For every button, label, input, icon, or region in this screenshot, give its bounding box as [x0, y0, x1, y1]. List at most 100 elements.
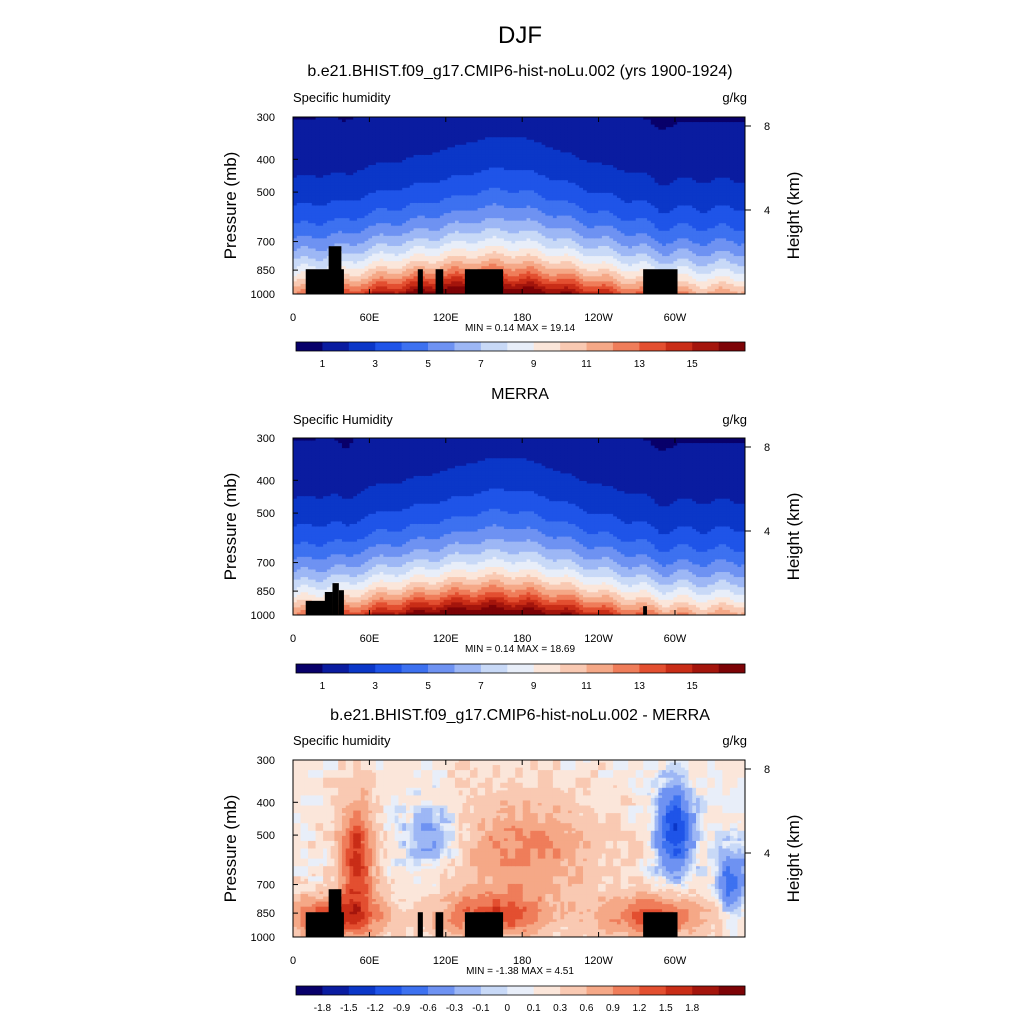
contour-cell — [470, 218, 475, 222]
contour-cell — [338, 228, 343, 232]
contour-cell — [545, 132, 550, 136]
contour-cell — [424, 124, 430, 128]
contour-cell — [394, 218, 400, 222]
contour-cell — [315, 124, 320, 128]
contour-cell — [293, 127, 298, 131]
contour-cell — [413, 154, 418, 159]
contour-cell — [503, 162, 509, 166]
contour-cell — [447, 187, 452, 191]
contour-cell — [496, 213, 501, 217]
contour-cell — [390, 119, 396, 123]
contour-cell — [326, 144, 332, 148]
contour-cell — [458, 197, 464, 202]
contour-cell — [413, 273, 418, 277]
contour-cell — [443, 220, 449, 224]
contour-cell — [334, 127, 339, 131]
contour-cell — [293, 225, 298, 229]
contour-cell — [387, 213, 392, 217]
contour-cell — [417, 192, 422, 196]
contour-cell — [519, 134, 524, 138]
contour-cell — [443, 225, 449, 229]
contour-cell — [473, 208, 479, 212]
contour-cell — [360, 142, 366, 146]
contour-cell — [470, 152, 475, 156]
contour-cell — [485, 202, 490, 207]
contour-cell — [515, 251, 520, 255]
contour-cell — [304, 144, 309, 148]
contour-cell — [330, 180, 336, 184]
contour-cell — [541, 225, 546, 229]
contour-cell — [379, 283, 384, 288]
contour-cell — [349, 149, 354, 153]
contour-cell — [522, 167, 528, 171]
contour-cell — [500, 134, 505, 138]
contour-cell — [458, 233, 464, 237]
contour-cell — [481, 190, 486, 194]
contour-cell — [334, 208, 339, 212]
contour-cell — [338, 215, 343, 219]
contour-cell — [481, 124, 486, 128]
contour-cell — [511, 248, 516, 252]
contour-cell — [353, 124, 358, 128]
contour-cell — [436, 170, 441, 174]
contour-cell — [515, 162, 520, 166]
contour-cell — [519, 185, 524, 189]
contour-cell — [345, 256, 351, 260]
contour-cell — [481, 256, 486, 260]
contour-cell — [458, 258, 464, 262]
contour-cell — [372, 225, 377, 229]
contour-cell — [473, 215, 479, 219]
contour-cell — [368, 200, 373, 204]
contour-cell — [406, 261, 411, 265]
contour-cell — [485, 195, 490, 199]
contour-cell — [360, 208, 366, 212]
contour-cell — [368, 170, 373, 174]
contour-cell — [511, 132, 516, 136]
contour-cell — [334, 215, 339, 219]
contour-cell — [387, 187, 392, 191]
contour-cell — [296, 129, 302, 133]
contour-cell — [293, 195, 298, 199]
contour-cell — [341, 129, 347, 133]
contour-cell — [537, 240, 543, 245]
contour-cell — [315, 185, 320, 189]
contour-cell — [394, 139, 400, 143]
contour-cell — [409, 185, 415, 189]
contour-cell — [526, 172, 531, 176]
contour-cell — [477, 218, 482, 222]
contour-cell — [409, 119, 415, 123]
contour-cell — [296, 192, 302, 196]
contour-cell — [349, 167, 354, 171]
contour-cell — [462, 281, 467, 285]
contour-cell — [485, 182, 490, 186]
contour-cell — [326, 122, 332, 126]
contour-cell — [534, 185, 539, 189]
contour-cell — [503, 152, 509, 156]
contour-cell — [360, 253, 366, 257]
contour-cell — [341, 165, 347, 169]
contour-cell — [406, 276, 411, 280]
contour-cell — [541, 245, 546, 250]
contour-cell — [522, 197, 528, 202]
contour-cell — [353, 281, 358, 285]
contour-cell — [439, 205, 445, 209]
contour-cell — [552, 235, 558, 239]
contour-cell — [338, 185, 343, 189]
contour-cell — [304, 230, 309, 234]
contour-cell — [368, 119, 373, 123]
contour-cell — [537, 154, 543, 159]
contour-cell — [462, 127, 467, 131]
contour-cell — [526, 251, 531, 255]
contour-cell — [466, 251, 471, 255]
contour-cell — [341, 218, 347, 222]
contour-cell — [439, 182, 445, 186]
contour-cell — [488, 208, 494, 212]
contour-cell — [485, 117, 490, 121]
contour-cell — [315, 170, 320, 174]
contour-cell — [477, 157, 482, 161]
contour-cell — [375, 233, 381, 237]
contour-field — [293, 117, 745, 294]
contour-cell — [319, 190, 324, 194]
contour-cell — [492, 195, 497, 199]
contour-cell — [421, 142, 426, 146]
